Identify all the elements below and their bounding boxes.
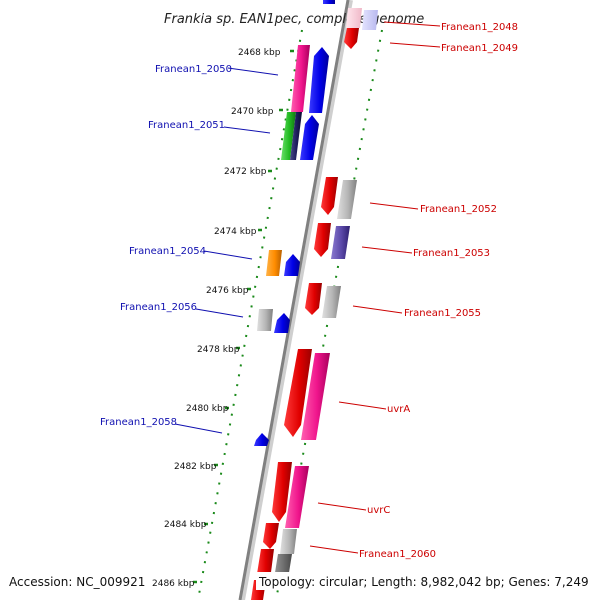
position-tick-labels: 2468 kbp 2470 kbp 2472 kbp 2474 kbp 2476… bbox=[152, 48, 281, 589]
kbp-label: 2484 kbp bbox=[164, 520, 207, 530]
backbone-shadow bbox=[239, 0, 353, 600]
leader-lines-left bbox=[174, 67, 279, 434]
gene-arrow-blue-2050 bbox=[309, 47, 329, 113]
gene-label: Franean1_2058 bbox=[100, 417, 177, 428]
kbp-label: 2472 kbp bbox=[224, 167, 267, 177]
genome-backbone bbox=[238, 0, 350, 600]
gene-arrow-blue-2054 bbox=[284, 254, 300, 276]
kbp-label: 2468 kbp bbox=[238, 48, 281, 58]
gene-label: Franean1_2051 bbox=[148, 120, 225, 131]
gene-arrow-red-uvrc bbox=[272, 462, 292, 522]
gene-label: Franean1_2056 bbox=[120, 302, 197, 313]
gene-arrow-blue-2056 bbox=[274, 313, 290, 333]
gene-label: Franean1_2052 bbox=[420, 204, 497, 215]
accession-text: Accession: NC_009921 bbox=[9, 575, 145, 589]
gene-arrow-gray-2056 bbox=[257, 309, 273, 331]
gene-arrow-red-2053 bbox=[314, 223, 331, 257]
gene-label: Franean1_2060 bbox=[359, 549, 436, 560]
gene-labels-right: Franean1_2048 Franean1_2049 Franean1_205… bbox=[359, 22, 518, 560]
kbp-label: 2478 kbp bbox=[197, 345, 240, 355]
gene-arrow-blue-2058 bbox=[254, 433, 269, 446]
gene-arrow-red-uvra bbox=[284, 349, 312, 437]
gene-label: Franean1_2050 bbox=[155, 64, 232, 75]
kbp-label: 2470 kbp bbox=[231, 107, 274, 117]
topology-bg bbox=[256, 572, 594, 590]
kbp-label: 2480 kbp bbox=[186, 404, 229, 414]
gene-arrow-pink-uvrc bbox=[285, 466, 309, 528]
gene-block-2048-pink bbox=[346, 8, 362, 28]
gene-arrow-blue-2051 bbox=[300, 115, 319, 160]
gene-arrow-gray-2052 bbox=[337, 180, 357, 219]
gene-arrow-purple-2053 bbox=[331, 226, 350, 259]
leader-lines-right bbox=[309, 21, 441, 554]
kbp-label: 2476 kbp bbox=[206, 286, 249, 296]
gene-arrow-red-2049 bbox=[344, 28, 359, 49]
accession-bg bbox=[6, 572, 148, 590]
gene-arrow-gray-2060 bbox=[280, 529, 297, 554]
kbp-label: 2482 kbp bbox=[174, 462, 217, 472]
gene-arrow-green-2051 bbox=[281, 112, 296, 160]
gene-label: Franean1_2053 bbox=[413, 248, 490, 259]
gene-arrow-pink-2050 bbox=[291, 45, 310, 112]
gene-arrow-red-2060a bbox=[263, 523, 279, 549]
topology-text: Topology: circular; Length: 8,982,042 bp… bbox=[258, 575, 589, 589]
gene-arrow-red-2052 bbox=[321, 177, 338, 215]
page-title: Frankia sp. EAN1pec, complete genome bbox=[164, 12, 424, 27]
gene-features-right bbox=[251, 8, 378, 600]
gene-features-left bbox=[254, 0, 335, 446]
gene-label: Franean1_2048 bbox=[441, 22, 518, 33]
gene-arrow-orange-2054 bbox=[266, 250, 282, 276]
gene-label: uvrA bbox=[387, 404, 410, 415]
gene-arrow-pink-uvra bbox=[301, 353, 330, 440]
gene-label: Franean1_2049 bbox=[441, 43, 518, 54]
gene-labels-left: Franean1_2050 Franean1_2051 Franean1_205… bbox=[100, 64, 232, 428]
kbp-label: 2486 kbp bbox=[152, 579, 195, 589]
gene-arrow-top-blue bbox=[323, 0, 335, 4]
kbp-label: 2474 kbp bbox=[214, 227, 257, 237]
gene-arrow-navy-2051 bbox=[290, 112, 302, 160]
gene-label: uvrC bbox=[367, 505, 390, 516]
position-tick-marks bbox=[193, 49, 294, 584]
gene-label: Franean1_2055 bbox=[404, 308, 481, 319]
gene-block-2048-lavender bbox=[362, 10, 378, 30]
gene-label: Franean1_2054 bbox=[129, 246, 206, 257]
gene-arrow-gray-2055 bbox=[322, 286, 341, 318]
gene-arrow-red-2055 bbox=[305, 283, 322, 315]
